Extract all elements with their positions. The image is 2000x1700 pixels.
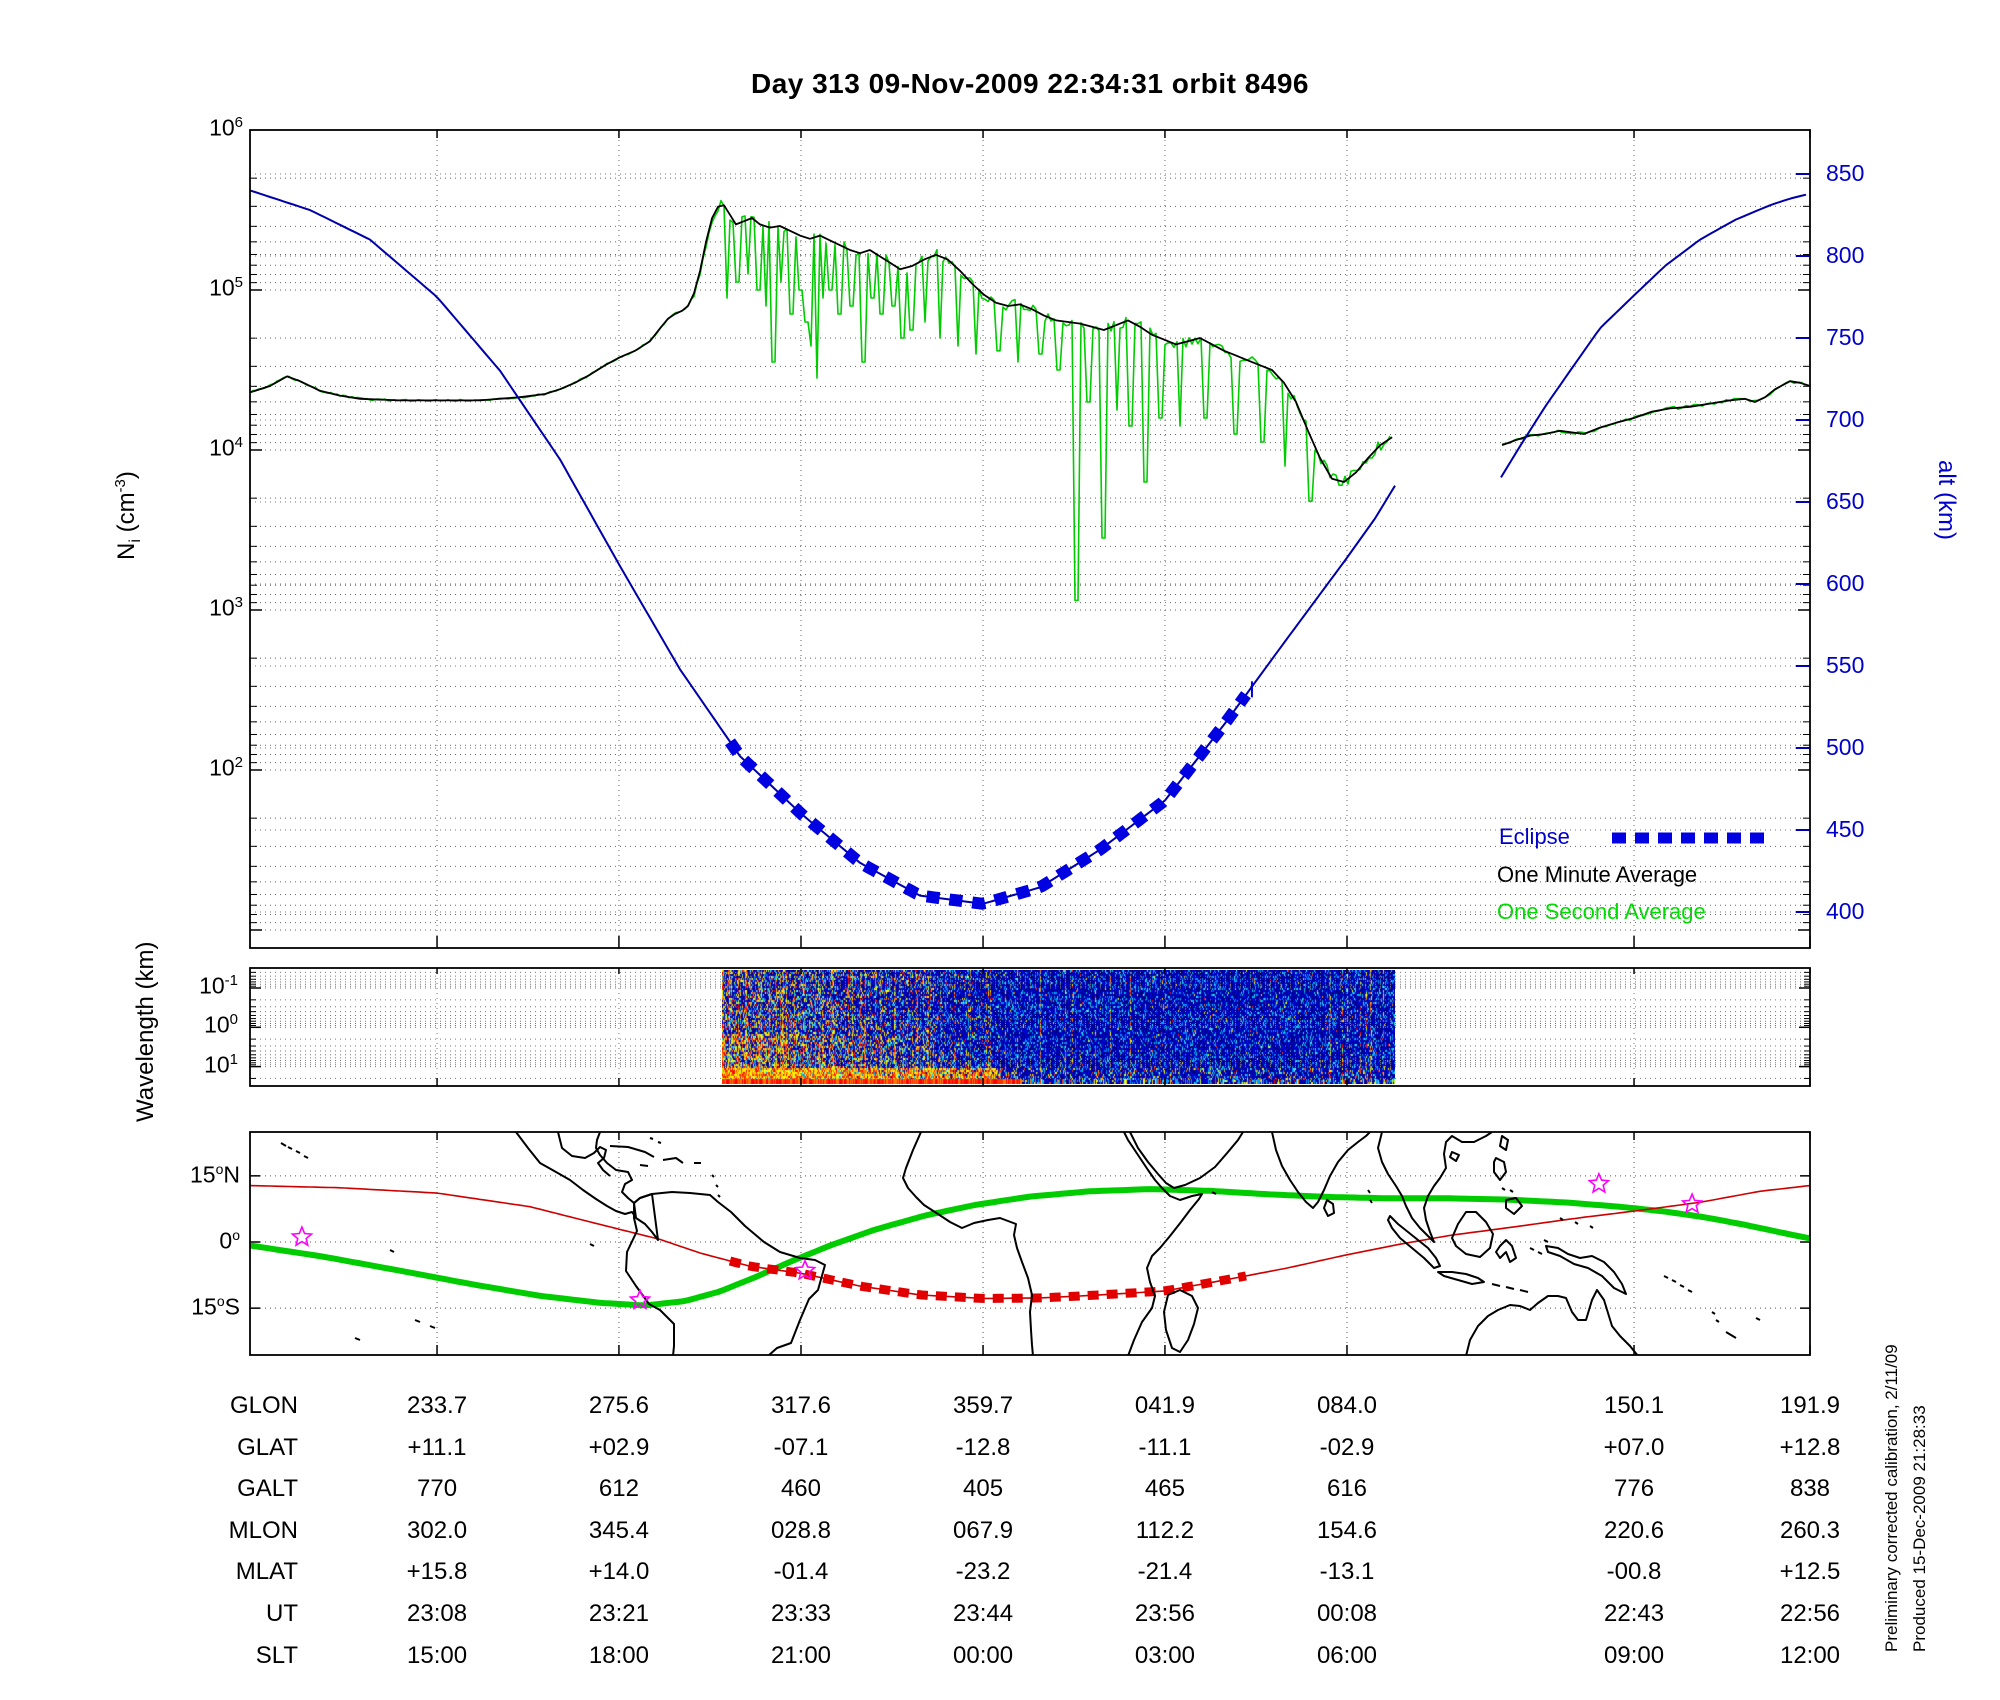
- alt-tick-850: 850: [1826, 160, 1865, 186]
- alt-tick-400: 400: [1826, 898, 1865, 924]
- table-row-label-galt: GALT: [237, 1475, 298, 1503]
- table-value-mlat-0: +15.8: [406, 1558, 468, 1586]
- table-value-mlon-2: 028.8: [770, 1516, 832, 1544]
- table-value-mlon-5: 154.6: [1316, 1516, 1378, 1544]
- table-value-galt-3: 405: [963, 1475, 1004, 1503]
- table-value-galt-1: 612: [598, 1475, 639, 1503]
- table-value-mlon-7: 260.3: [1779, 1516, 1841, 1544]
- page-title: Day 313 09-Nov-2009 22:34:31 orbit 8496: [750, 68, 1310, 99]
- table-value-galt-5: 616: [1326, 1475, 1367, 1503]
- table-value-mlat-7: +12.5: [1779, 1558, 1841, 1586]
- table-value-glon-0: 233.7: [407, 1392, 468, 1419]
- table-value-ut-3: 23:44: [953, 1600, 1014, 1627]
- table-value-mlat-1: +14.0: [588, 1558, 650, 1586]
- lat-tick-15N: 15oN: [189, 1160, 240, 1188]
- table-value-slt-4: 03:00: [1134, 1641, 1195, 1669]
- world-coastline-map: [280, 1132, 1761, 1355]
- alt-tick-550: 550: [1826, 652, 1865, 678]
- table-value-galt-7: 838: [1789, 1475, 1831, 1503]
- wavelength-tick-10e-1: 10-1: [199, 972, 238, 999]
- alt-tick-500: 500: [1826, 734, 1865, 760]
- table-value-glat-7: +12.8: [1779, 1433, 1841, 1461]
- ni-tick-10e3: 103: [209, 594, 243, 621]
- table-value-glat-3: -12.8: [955, 1433, 1011, 1461]
- alt-tick-700: 700: [1826, 406, 1865, 432]
- alt-tick-650: 650: [1826, 488, 1865, 514]
- table-row-label-ut: UT: [266, 1600, 298, 1627]
- table-value-ut-0: 23:08: [407, 1600, 468, 1627]
- table-value-mlon-1: 345.4: [588, 1516, 649, 1544]
- table-value-glon-3: 359.7: [953, 1392, 1014, 1419]
- wave-spectrogram-image: [722, 970, 1395, 1084]
- table-value-mlat-4: -21.4: [1137, 1558, 1193, 1586]
- legend-eclipse-label: Eclipse: [1499, 824, 1570, 849]
- table-value-glat-1: +02.9: [588, 1433, 650, 1461]
- table-row-label-slt: SLT: [255, 1641, 298, 1669]
- table-value-ut-6: 22:43: [1604, 1600, 1665, 1627]
- table-value-slt-3: 00:00: [953, 1641, 1014, 1669]
- table-value-ut-5: 00:08: [1316, 1600, 1378, 1627]
- table-value-mlon-6: 220.6: [1604, 1516, 1665, 1544]
- lat-tick-15S: 15oS: [191, 1293, 240, 1320]
- table-value-glat-5: -02.9: [1319, 1433, 1375, 1461]
- table-value-glon-5: 084.0: [1316, 1392, 1378, 1419]
- table-value-galt-4: 465: [1144, 1475, 1185, 1503]
- table-value-mlon-4: 112.2: [1135, 1516, 1195, 1544]
- lat-tick-0: 0o: [219, 1227, 240, 1254]
- table-value-glat-6: +07.0: [1603, 1433, 1665, 1461]
- ni-tick-10e2: 102: [209, 754, 243, 781]
- ni-tick-10e4: 104: [209, 434, 243, 461]
- table-value-slt-2: 21:00: [770, 1641, 832, 1669]
- table-row-label-mlat: MLAT: [235, 1558, 298, 1586]
- table-value-mlat-3: -23.2: [955, 1558, 1011, 1586]
- table-value-mlon-0: 302.0: [407, 1516, 468, 1544]
- table-value-galt-6: 776: [1614, 1475, 1655, 1503]
- table-value-slt-6: 09:00: [1604, 1641, 1665, 1669]
- table-value-glon-6: 150.1: [1604, 1392, 1665, 1419]
- alt-tick-750: 750: [1826, 324, 1865, 350]
- table-value-slt-0: 15:00: [407, 1641, 468, 1669]
- table-value-mlat-6: -00.8: [1606, 1558, 1662, 1586]
- wavelength-tick-10e1: 101: [204, 1050, 238, 1078]
- table-row-label-mlon: MLON: [228, 1516, 298, 1544]
- wavelength-tick-10e0: 100: [204, 1011, 238, 1038]
- table-value-glon-7: 191.9: [1779, 1392, 1841, 1419]
- table-value-glat-4: -11.1: [1138, 1433, 1192, 1461]
- table-value-glat-2: -07.1: [773, 1433, 829, 1461]
- table-value-slt-1: 18:00: [588, 1641, 649, 1669]
- ni-tick-10e6: 106: [209, 114, 243, 141]
- table-value-ut-4: 23:56: [1134, 1600, 1195, 1627]
- table-value-ut-7: 22:56: [1779, 1600, 1841, 1627]
- table-value-glon-1: 275.6: [588, 1392, 649, 1419]
- table-value-slt-5: 06:00: [1316, 1641, 1378, 1669]
- table-value-mlat-2: -01.4: [773, 1558, 829, 1586]
- table-value-slt-7: 12:00: [1779, 1641, 1841, 1669]
- table-value-glon-4: 041.9: [1134, 1392, 1195, 1419]
- table-row-label-glat: GLAT: [237, 1433, 298, 1461]
- table-value-mlat-5: -13.1: [1319, 1558, 1375, 1586]
- table-value-glat-0: +11.1: [407, 1433, 467, 1461]
- table-value-ut-2: 23:33: [770, 1600, 832, 1627]
- table-value-ut-1: 23:21: [588, 1600, 649, 1627]
- ni-tick-10e5: 105: [209, 274, 243, 301]
- alt-tick-600: 600: [1826, 570, 1865, 596]
- table-value-galt-0: 770: [417, 1475, 458, 1503]
- table-value-mlon-3: 067.9: [953, 1516, 1014, 1544]
- table-value-glon-2: 317.6: [770, 1392, 832, 1419]
- table-value-galt-2: 460: [780, 1475, 821, 1503]
- table-row-label-glon: GLON: [229, 1392, 298, 1419]
- alt-tick-800: 800: [1826, 242, 1865, 268]
- alt-tick-450: 450: [1826, 816, 1865, 842]
